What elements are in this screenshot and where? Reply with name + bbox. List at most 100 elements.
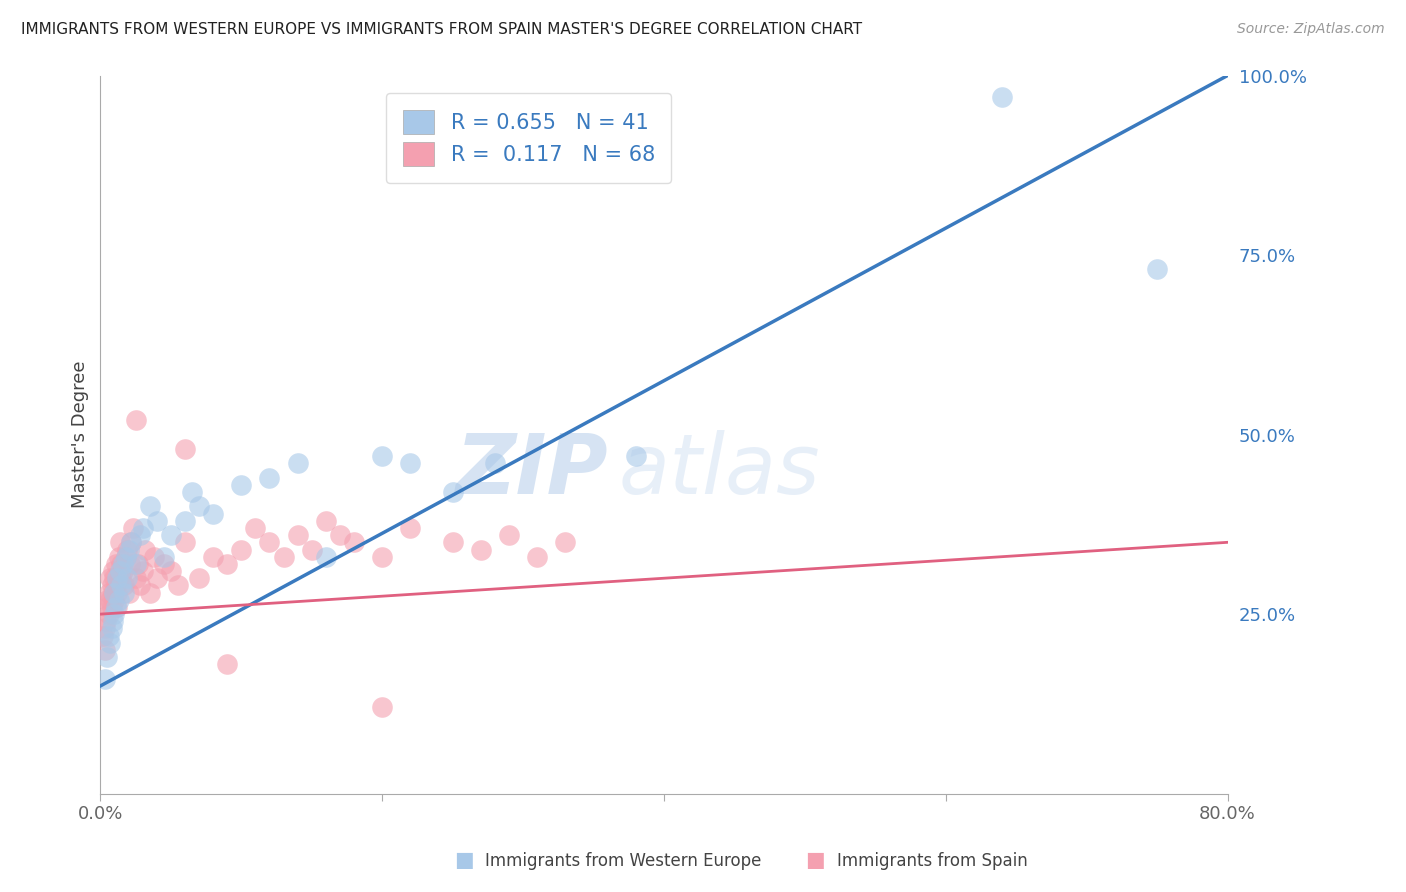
Point bbox=[245, 521, 267, 535]
Text: ■: ■ bbox=[454, 850, 474, 870]
Point bbox=[128, 528, 150, 542]
Point bbox=[188, 500, 211, 514]
Point bbox=[174, 535, 197, 549]
Point bbox=[107, 571, 129, 585]
Point bbox=[188, 571, 211, 585]
Point bbox=[624, 449, 647, 463]
Point bbox=[145, 571, 167, 585]
Point bbox=[142, 549, 165, 564]
Point bbox=[104, 599, 127, 614]
Point bbox=[399, 521, 422, 535]
Point bbox=[371, 700, 394, 714]
Point bbox=[103, 571, 125, 585]
Point bbox=[114, 549, 136, 564]
Point bbox=[273, 549, 295, 564]
Point bbox=[118, 557, 141, 571]
Point bbox=[115, 571, 138, 585]
Point bbox=[134, 542, 156, 557]
Point bbox=[100, 622, 122, 636]
Point bbox=[111, 564, 134, 578]
Point bbox=[107, 549, 129, 564]
Text: ■: ■ bbox=[806, 850, 825, 870]
Point bbox=[217, 657, 239, 672]
Text: IMMIGRANTS FROM WESTERN EUROPE VS IMMIGRANTS FROM SPAIN MASTER'S DEGREE CORRELAT: IMMIGRANTS FROM WESTERN EUROPE VS IMMIGR… bbox=[21, 22, 862, 37]
Point bbox=[202, 549, 225, 564]
Point bbox=[371, 549, 394, 564]
Point bbox=[105, 599, 128, 614]
Point bbox=[159, 528, 181, 542]
Point bbox=[128, 578, 150, 592]
Point bbox=[124, 571, 146, 585]
Point bbox=[93, 622, 115, 636]
Point bbox=[202, 507, 225, 521]
Point bbox=[127, 557, 149, 571]
Point bbox=[104, 578, 127, 592]
Point bbox=[231, 542, 253, 557]
Point bbox=[124, 413, 146, 427]
Point bbox=[441, 535, 464, 549]
Point bbox=[371, 449, 394, 463]
Point bbox=[112, 578, 135, 592]
Point bbox=[105, 571, 128, 585]
Point bbox=[94, 615, 117, 629]
Point bbox=[138, 585, 160, 599]
Point bbox=[1146, 262, 1168, 277]
Point bbox=[166, 578, 188, 592]
Point bbox=[498, 528, 520, 542]
Point bbox=[108, 535, 131, 549]
Point bbox=[108, 564, 131, 578]
Text: Immigrants from Western Europe: Immigrants from Western Europe bbox=[485, 852, 762, 870]
Point bbox=[91, 629, 114, 643]
Point bbox=[554, 535, 576, 549]
Point bbox=[152, 549, 174, 564]
Text: atlas: atlas bbox=[619, 430, 821, 511]
Point bbox=[315, 514, 337, 528]
Point bbox=[93, 643, 115, 657]
Point bbox=[399, 456, 422, 470]
Point bbox=[100, 599, 122, 614]
Point bbox=[315, 549, 337, 564]
Point bbox=[152, 557, 174, 571]
Point bbox=[181, 485, 204, 500]
Point bbox=[103, 607, 125, 621]
Point bbox=[138, 500, 160, 514]
Point bbox=[97, 629, 120, 643]
Point bbox=[105, 585, 128, 599]
Point bbox=[112, 585, 135, 599]
Point bbox=[93, 672, 115, 686]
Point bbox=[159, 564, 181, 578]
Point bbox=[343, 535, 366, 549]
Point bbox=[259, 471, 281, 485]
Point bbox=[101, 585, 124, 599]
Point bbox=[287, 456, 309, 470]
Point bbox=[441, 485, 464, 500]
Point bbox=[145, 514, 167, 528]
Legend: R = 0.655   N = 41, R =  0.117   N = 68: R = 0.655 N = 41, R = 0.117 N = 68 bbox=[385, 93, 672, 183]
Point bbox=[110, 571, 132, 585]
Point bbox=[329, 528, 352, 542]
Point bbox=[104, 557, 127, 571]
Point bbox=[115, 542, 138, 557]
Point bbox=[991, 90, 1014, 104]
Point bbox=[174, 514, 197, 528]
Point bbox=[231, 478, 253, 492]
Point bbox=[121, 521, 143, 535]
Point bbox=[120, 535, 142, 549]
Point bbox=[120, 535, 142, 549]
Point bbox=[103, 592, 125, 607]
Text: Source: ZipAtlas.com: Source: ZipAtlas.com bbox=[1237, 22, 1385, 37]
Point bbox=[97, 585, 120, 599]
Point bbox=[484, 456, 506, 470]
Point bbox=[287, 528, 309, 542]
Point bbox=[117, 585, 139, 599]
Point bbox=[110, 578, 132, 592]
Point bbox=[259, 535, 281, 549]
Point bbox=[101, 564, 124, 578]
Text: Immigrants from Spain: Immigrants from Spain bbox=[837, 852, 1028, 870]
Point bbox=[103, 585, 125, 599]
Point bbox=[470, 542, 492, 557]
Point bbox=[111, 557, 134, 571]
Point bbox=[124, 557, 146, 571]
Point bbox=[526, 549, 548, 564]
Point bbox=[100, 578, 122, 592]
